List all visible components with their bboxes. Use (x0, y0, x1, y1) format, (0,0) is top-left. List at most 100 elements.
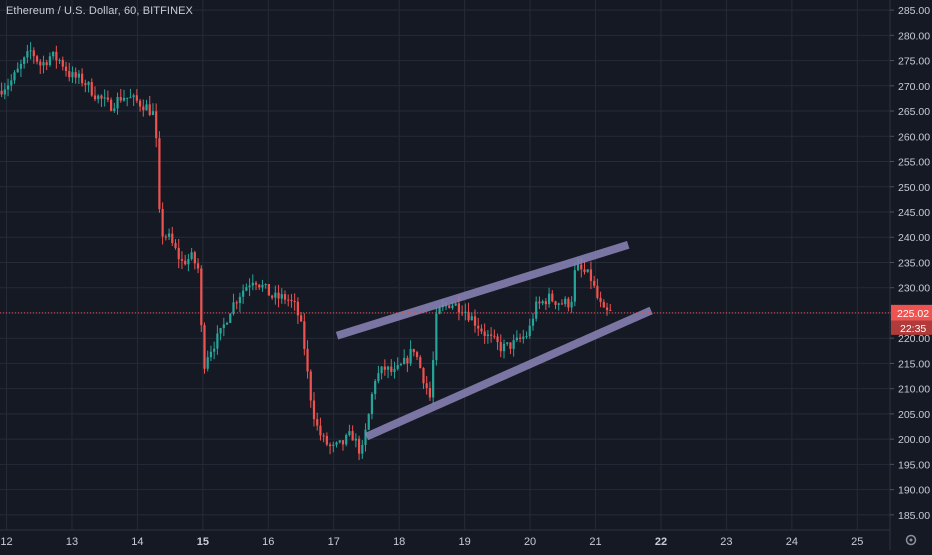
candle (177, 239, 180, 269)
candle (596, 278, 599, 300)
candle (248, 278, 251, 297)
candle-body (225, 322, 229, 325)
candle (412, 348, 415, 357)
candle-body (486, 334, 489, 336)
y-tick-label: 215.00 (898, 358, 930, 370)
candle-body (338, 440, 341, 443)
candle (525, 331, 528, 339)
candle (132, 93, 135, 107)
candle (206, 350, 209, 372)
candle-body (412, 348, 415, 353)
candle-body (148, 104, 151, 115)
y-tick-label: 250.00 (898, 182, 930, 194)
candle-body (496, 336, 499, 343)
candle (512, 334, 515, 357)
y-tick-label: 235.00 (898, 257, 930, 269)
candle-body (293, 301, 296, 303)
candle (271, 294, 274, 300)
candle-body (583, 269, 586, 272)
candle (193, 250, 196, 270)
candle (322, 432, 325, 443)
candle (61, 56, 64, 71)
candle-body (58, 59, 61, 61)
candle-body (319, 425, 322, 436)
countdown-badge (891, 320, 932, 335)
candle-body (377, 373, 380, 382)
countdown-label: 22:35 (900, 323, 926, 335)
candle-body (312, 400, 316, 420)
candle-body (593, 280, 596, 286)
candle (316, 412, 319, 431)
candle-body (322, 435, 325, 437)
candle-body (235, 302, 238, 304)
candle (435, 307, 438, 366)
candle-body (541, 301, 544, 304)
candle (280, 288, 283, 304)
y-tick-label: 260.00 (898, 131, 930, 143)
x-tick-label: 12 (0, 536, 12, 548)
candle (509, 342, 512, 355)
candle (200, 265, 203, 332)
candle-body (435, 313, 438, 361)
candle (335, 441, 338, 448)
candle-body (222, 324, 225, 329)
candle-body (138, 100, 142, 107)
candle (486, 329, 489, 344)
candle-body (557, 303, 560, 305)
candle-body (335, 442, 338, 445)
candle-body (242, 290, 245, 297)
candle-body (502, 343, 506, 352)
candle-body (535, 301, 538, 319)
candle (599, 291, 602, 308)
channel-line-lower[interactable] (364, 306, 653, 441)
candle (403, 349, 406, 365)
candle-body (525, 336, 528, 338)
candle-body (258, 284, 261, 288)
candle (16, 62, 19, 73)
candle-body (245, 287, 248, 291)
candle (129, 88, 132, 99)
candle-body (71, 72, 74, 78)
candle (93, 86, 97, 102)
candle (493, 329, 496, 340)
gear-icon[interactable] (905, 534, 917, 546)
candle (290, 294, 293, 308)
candle-body (196, 263, 200, 269)
candle (383, 359, 386, 376)
candle-body (448, 305, 451, 308)
candle (35, 54, 39, 65)
candle (213, 341, 216, 360)
candle (502, 339, 506, 359)
channel-layer[interactable] (335, 240, 653, 441)
candle-body (55, 51, 58, 61)
candle (26, 44, 29, 64)
candle (264, 283, 267, 289)
y-tick-label: 245.00 (898, 207, 930, 219)
candle-body (122, 97, 126, 101)
candle (254, 280, 258, 291)
candle (538, 296, 541, 310)
candle-body (264, 284, 267, 286)
candle-body (193, 252, 196, 264)
candle (55, 45, 58, 69)
candle-body (232, 302, 235, 314)
candle-body (515, 337, 518, 341)
y-tick-label: 200.00 (898, 434, 930, 446)
candle-body (300, 315, 303, 322)
channel-line-upper[interactable] (335, 240, 630, 340)
candle (567, 296, 570, 312)
candle (245, 283, 248, 292)
candle (48, 52, 52, 67)
candle-body (609, 310, 612, 312)
candle (325, 432, 328, 447)
candle (6, 78, 10, 97)
candle (116, 92, 119, 115)
candle (499, 334, 502, 358)
candle (293, 293, 296, 311)
candle (258, 283, 261, 290)
last-price-label: 225.02 (897, 308, 929, 320)
